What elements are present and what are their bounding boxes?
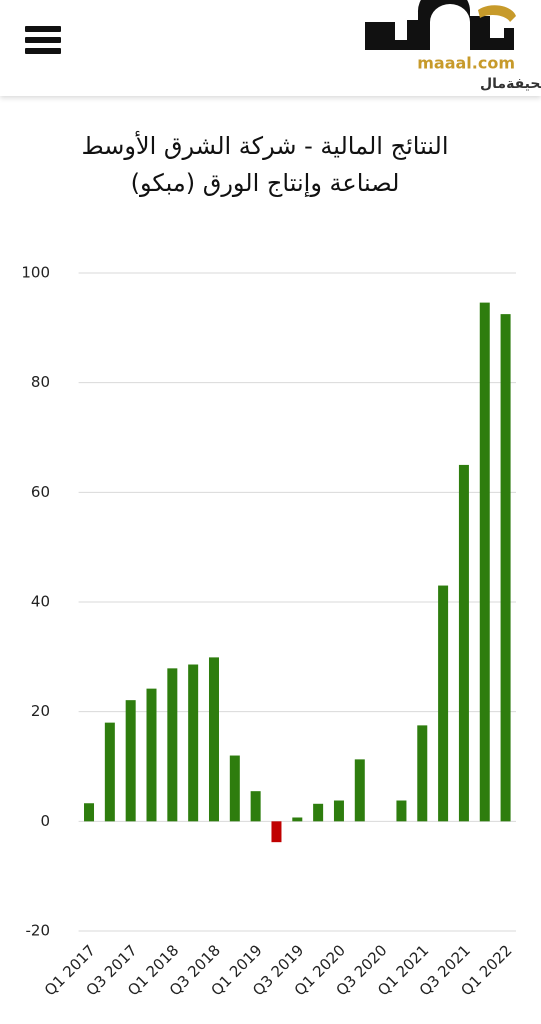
bar: [229, 755, 240, 822]
y-tick-label: -20: [26, 922, 51, 940]
bar: [500, 314, 511, 822]
y-tick-label: 80: [31, 373, 50, 391]
logo-shape: [417, 0, 514, 50]
header-graphics: maaal.com صحيفةمال: [25, 0, 541, 92]
bar: [479, 302, 490, 822]
y-tick-label: 40: [31, 593, 50, 611]
y-tick-label: 60: [31, 483, 50, 501]
logo-accent: [478, 5, 516, 22]
logo[interactable]: maaal.com صحيفةمال: [365, 0, 541, 92]
bar: [313, 803, 324, 822]
bar: [354, 759, 365, 822]
bar: [417, 725, 428, 822]
bar: [208, 657, 219, 822]
bar: [458, 464, 469, 822]
bar: [84, 803, 95, 822]
logo-name: صحيفةمال: [480, 76, 541, 92]
bar: [188, 664, 199, 822]
y-tick-label: 20: [31, 702, 50, 720]
bar: [104, 722, 115, 822]
chart-title: النتائج المالية - شركة الشرق الأوسط لصنا…: [81, 132, 449, 197]
bar: [125, 700, 136, 822]
bar: [396, 800, 407, 822]
y-tick-label: 0: [40, 812, 50, 830]
bar: [292, 817, 303, 822]
bar: [146, 688, 157, 822]
logo-site: maaal.com: [417, 54, 515, 73]
bar: [250, 791, 261, 822]
bar: [167, 668, 178, 822]
menu-bar: [25, 37, 61, 43]
logo-shape: [365, 20, 427, 50]
menu-button[interactable]: [25, 26, 61, 54]
bar: [438, 585, 449, 822]
header: maaal.com صحيفةمال: [0, 0, 541, 96]
menu-bar: [25, 26, 61, 32]
bar: [271, 821, 282, 843]
y-tick-label: 100: [21, 264, 50, 282]
bar: [333, 800, 344, 822]
menu-bar: [25, 48, 61, 54]
